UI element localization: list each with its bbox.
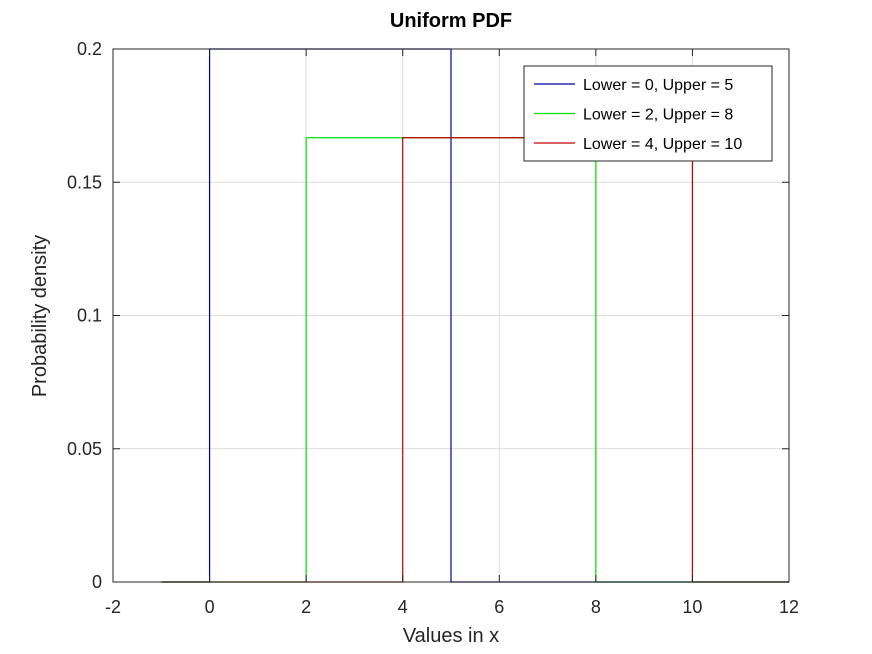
legend-label-1: Lower = 0, Upper = 5 xyxy=(583,77,733,94)
x-tick-label: -2 xyxy=(105,597,121,617)
x-tick-label: 2 xyxy=(301,597,311,617)
legend: Lower = 0, Upper = 5 Lower = 2, Upper = 8… xyxy=(523,65,773,162)
y-axis-label: Probability density xyxy=(29,235,51,397)
y-tick-label: 0.2 xyxy=(77,39,102,59)
legend-label-2: Lower = 2, Upper = 8 xyxy=(583,107,733,124)
series-line-2 xyxy=(161,137,789,583)
y-tick-label: 0.15 xyxy=(67,172,102,192)
y-tick-label: 0.05 xyxy=(67,439,102,459)
legend-label-3: Lower = 4, Upper = 10 xyxy=(583,136,742,153)
x-tick-label: 6 xyxy=(494,597,504,617)
x-axis-label: Values in x xyxy=(403,625,499,647)
y-tick-label: 0.1 xyxy=(77,306,102,326)
x-tick-label: 0 xyxy=(205,597,215,617)
x-tick-label: 10 xyxy=(682,597,702,617)
x-tick-label: 8 xyxy=(591,597,601,617)
chart-title: Uniform PDF xyxy=(390,10,512,32)
series-line-3 xyxy=(161,137,789,583)
x-tick-label: 12 xyxy=(779,597,799,617)
y-tick-label: 0 xyxy=(92,572,102,592)
x-tick-label: 4 xyxy=(398,597,408,617)
